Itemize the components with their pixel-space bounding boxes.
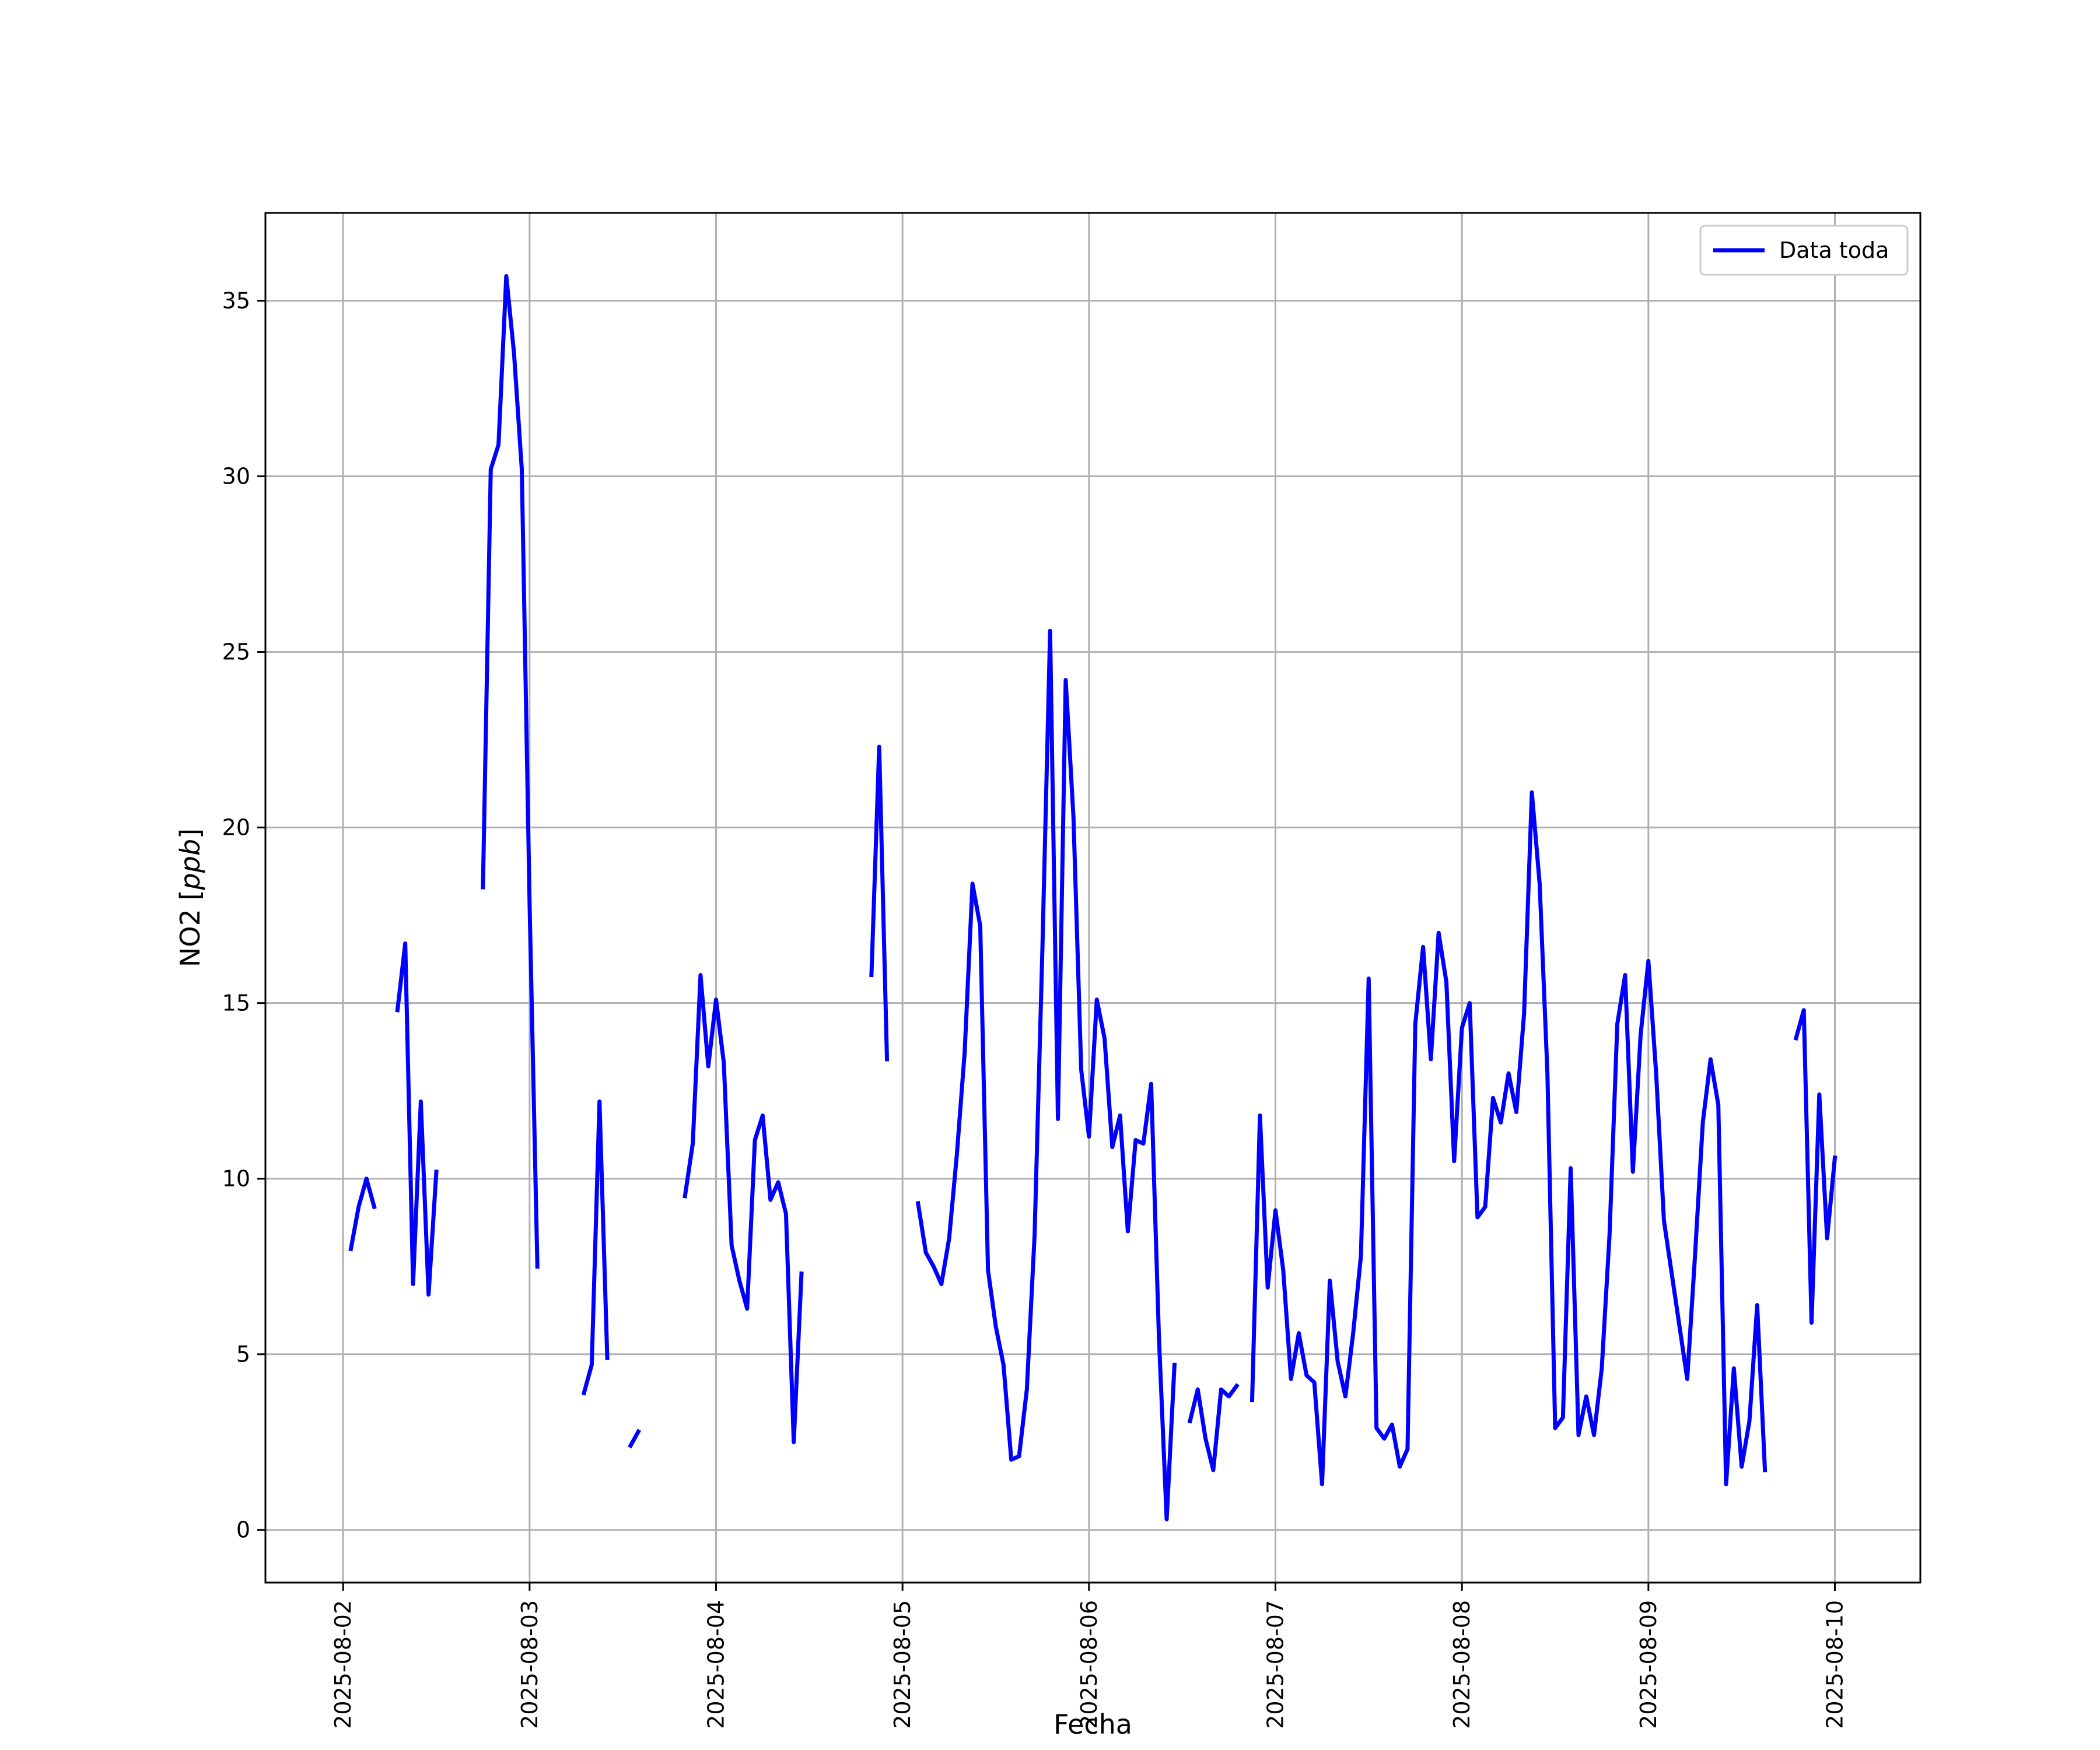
y-tick-label: 30 <box>222 464 250 489</box>
x-tick-label: 2025-08-07 <box>1263 1600 1289 1729</box>
series-line-segment <box>1793 1008 1838 1325</box>
series-line-segment <box>395 941 439 1297</box>
x-tick-label: 2025-08-04 <box>704 1600 729 1729</box>
series-line-segment <box>348 1177 377 1252</box>
y-tick-label: 35 <box>222 288 250 314</box>
grid <box>265 213 1920 1583</box>
series-line-segment <box>628 1429 642 1448</box>
series-line-segment <box>682 973 804 1444</box>
plot-frame <box>264 212 1922 1584</box>
y-tick-label: 20 <box>222 815 250 841</box>
legend-box <box>1699 225 1909 276</box>
x-tick-label: 2025-08-10 <box>1822 1600 1847 1729</box>
x-tick-label: 2025-08-05 <box>890 1600 915 1729</box>
y-tick-label: 15 <box>222 991 250 1016</box>
y-tick-label: 25 <box>222 639 250 665</box>
series-line-segment <box>1250 790 1768 1486</box>
axis-ticks: 2025-08-02 2025-08-03 2025-08-04 2025-08-05… <box>222 288 1848 1729</box>
y-axis-label: NO2 [ppb] <box>174 828 206 967</box>
x-tick-label: 2025-08-09 <box>1636 1600 1661 1729</box>
series-line-segment <box>481 274 540 1269</box>
x-tick-label: 2025-08-08 <box>1449 1600 1475 1729</box>
series-line-segment <box>869 744 890 1062</box>
series-line-segment <box>581 1099 610 1396</box>
series-lines <box>348 274 1838 1522</box>
x-axis-label: Fecha <box>1054 1709 1132 1740</box>
x-tick-label: 2025-08-02 <box>330 1600 356 1729</box>
y-tick-label: 5 <box>236 1342 250 1367</box>
legend-entry-label: Data toda <box>1779 237 1889 263</box>
series-line-segment <box>915 628 1177 1522</box>
y-tick-label: 10 <box>222 1166 250 1192</box>
x-tick-label: 2025-08-03 <box>517 1600 542 1729</box>
series-line-segment <box>1187 1383 1240 1472</box>
legend: Data toda <box>1699 225 1909 276</box>
y-tick-label: 0 <box>236 1517 250 1543</box>
x-tick-label: 2025-08-06 <box>1076 1600 1102 1729</box>
